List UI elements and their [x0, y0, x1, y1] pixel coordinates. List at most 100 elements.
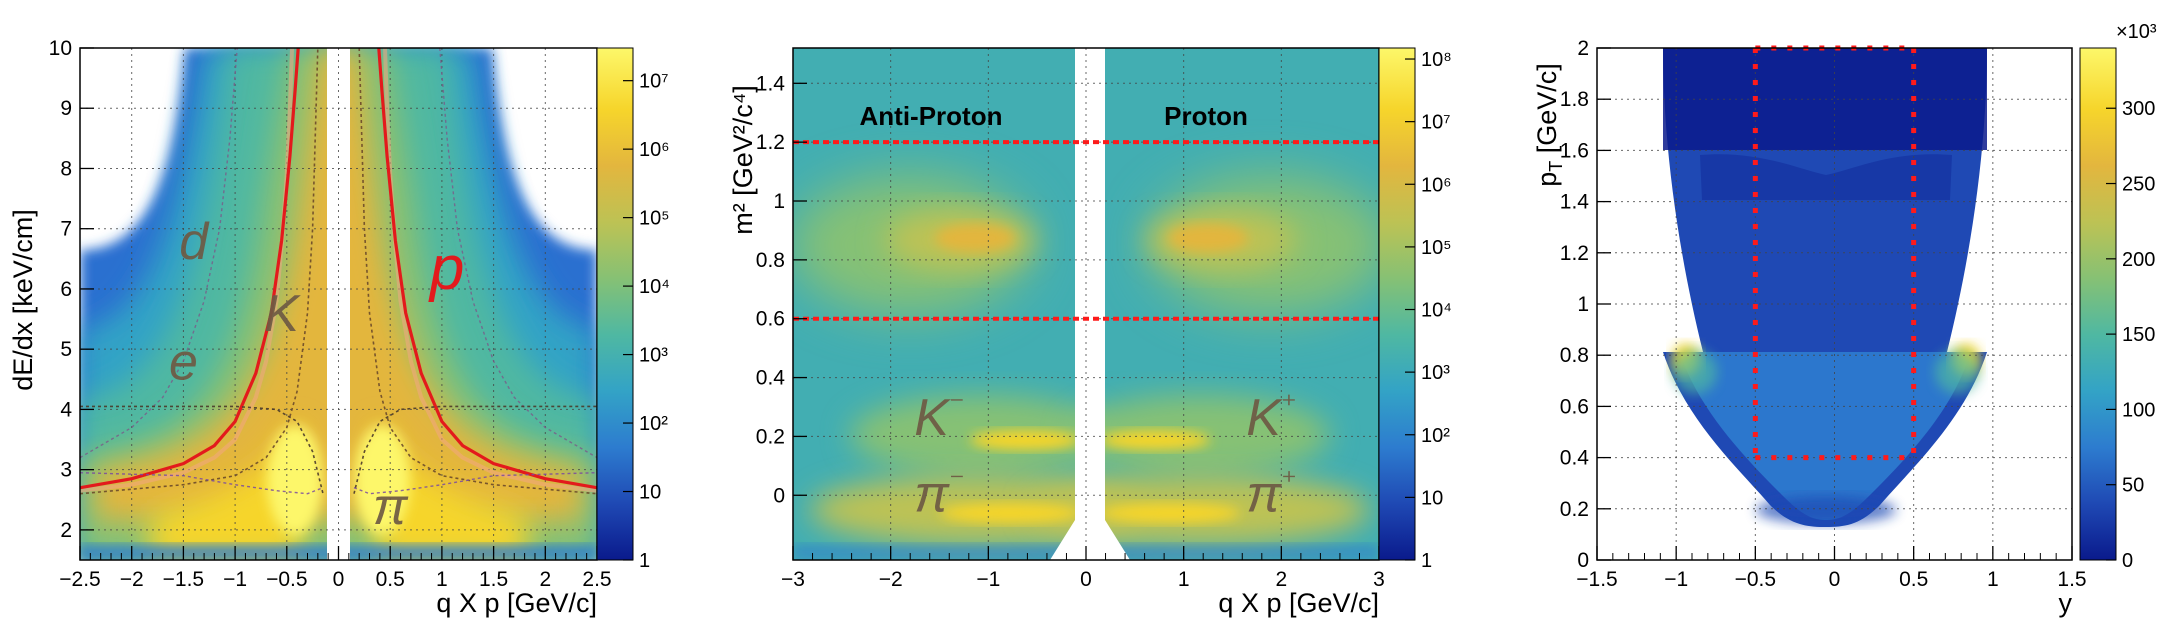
- colorbar-tick-label: 100: [2122, 399, 2155, 421]
- dedx-colorbar: 1 10 10² 10³ 10⁴ 10⁵ 10⁶ 10⁷: [596, 47, 670, 572]
- anti-proton-label: Anti-Proton: [860, 101, 1003, 131]
- colorbar-tick-label: 10⁸: [1421, 49, 1452, 71]
- dedx-colorbar-scale: [596, 47, 634, 561]
- dedx-x-ticks: −2.5 −2 −1.5 −1 −0.5 0 0.5 1 1.5 2 2.5: [59, 546, 612, 591]
- x-tick-label: 1: [436, 568, 448, 591]
- y-tick-label: 2: [1577, 37, 1589, 60]
- x-tick-label: −1: [1664, 568, 1688, 591]
- colorbar-tick-label: 0: [2122, 550, 2133, 572]
- y-tick-label: 6: [60, 278, 72, 301]
- x-tick-label: −3: [781, 568, 805, 591]
- y-tick-label: 0.4: [1560, 447, 1590, 470]
- y-tick-label: 1.6: [1560, 139, 1589, 162]
- x-tick-label: −2: [120, 568, 144, 591]
- kaon-curve: [80, 48, 319, 495]
- colorbar-tick-label: 10²: [1421, 425, 1450, 447]
- colorbar-tick-label: 10³: [639, 345, 668, 367]
- acceptance-x-ticks: −1.5 −1 −0.5 0 0.5 1 1.5: [1576, 546, 2087, 591]
- x-tick-label: 0: [333, 568, 345, 591]
- y-tick-label: 0.6: [1560, 395, 1589, 418]
- y-tick-label: 9: [60, 97, 72, 120]
- acceptance-colorbar-multiplier: ×10³: [2116, 21, 2157, 43]
- y-tick-label: 0.2: [756, 425, 785, 448]
- y-tick-label: 5: [60, 338, 72, 361]
- species-label-p: p: [428, 234, 464, 303]
- y-tick-label: 0.2: [1560, 498, 1589, 521]
- y-tick-label: 0: [1577, 549, 1589, 572]
- msq-cut-lines: [793, 140, 1379, 321]
- y-tick-label: 1: [773, 190, 785, 213]
- y-tick-label: 4: [60, 398, 72, 421]
- y-tick-label: 1.2: [1560, 242, 1589, 265]
- proton-band: [80, 48, 294, 493]
- y-tick-label: 1.4: [1560, 191, 1590, 214]
- charge-superscript: ⁻: [949, 389, 965, 422]
- msq-ylabel: m² [GeV²/c⁴]: [728, 85, 758, 235]
- dedx-y-ticks: 2 3 4 5 6 7 8 9 10: [49, 37, 94, 542]
- y-tick-label: 10: [49, 37, 72, 60]
- colorbar-tick-label: 10: [1421, 487, 1443, 509]
- x-tick-label: −0.5: [266, 568, 307, 591]
- msq-xlabel: q X p [GeV/c]: [1218, 588, 1379, 618]
- colorbar-tick-label: 10⁴: [1421, 300, 1452, 322]
- x-tick-label: 1.5: [479, 568, 508, 591]
- deuteron-curve: [80, 48, 238, 459]
- dedx-heatmap: [80, 48, 597, 560]
- charge-superscript: ⁻: [949, 465, 965, 498]
- msq-colorbar: 1 10 10² 10³ 10⁴ 10⁵ 10⁶ 10⁷ 10⁸: [1378, 47, 1452, 572]
- acceptance-xlabel: y: [2059, 588, 2073, 618]
- msq-colorbar-scale: [1378, 47, 1416, 561]
- y-tick-label: 0.8: [1560, 344, 1589, 367]
- colorbar-tick-label: 150: [2122, 324, 2155, 346]
- dedx-xlabel: q X p [GeV/c]: [436, 588, 597, 618]
- colorbar-tick-label: 10⁷: [639, 71, 668, 93]
- charge-superscript: ⁺: [1281, 465, 1297, 498]
- pion-curve: [80, 472, 324, 495]
- species-label-e: e: [169, 333, 198, 391]
- colorbar-tick-label: 10⁵: [639, 208, 670, 230]
- colorbar-tick-label: 10⁵: [1421, 237, 1452, 259]
- x-tick-label: 3: [1373, 568, 1385, 591]
- x-tick-label: −1.5: [1576, 568, 1617, 591]
- colorbar-tick-label: 10⁷: [1421, 112, 1450, 134]
- x-tick-label: −1: [976, 568, 1000, 591]
- y-tick-label: 0: [773, 484, 785, 507]
- acceptance-colorbar: 0 50 100 150 200 250 300 ×10³: [2079, 21, 2157, 572]
- y-tick-label: 0.8: [756, 249, 785, 272]
- proton-label: Proton: [1164, 101, 1248, 131]
- dedx-annotations: d e Kp π: [169, 213, 464, 536]
- y-tick-label: 7: [60, 218, 72, 241]
- x-tick-label: −1: [223, 568, 247, 591]
- charge-superscript: ⁺: [1281, 389, 1297, 422]
- acceptance-colorbar-ticks: 0 50 100 150 200 250 300: [2106, 98, 2155, 572]
- x-tick-label: 2.5: [582, 568, 611, 591]
- species-label-d: d: [179, 213, 210, 271]
- msq-y-ticks: 0 0.2 0.4 0.6 0.8 1 1.2 1.4: [756, 72, 807, 507]
- colorbar-tick-label: 250: [2122, 174, 2155, 196]
- proton-curve: [80, 48, 300, 490]
- colorbar-tick-label: 50: [2122, 475, 2144, 497]
- x-tick-label: 0.5: [1899, 568, 1928, 591]
- x-tick-label: 1.5: [2057, 568, 2086, 591]
- y-tick-label: 1.4: [756, 72, 786, 95]
- y-tick-label: 1.8: [1560, 88, 1589, 111]
- x-tick-label: −1.5: [163, 568, 204, 591]
- msq-colorbar-ticks: 1 10 10² 10³ 10⁴ 10⁵ 10⁶ 10⁷ 10⁸: [1405, 49, 1452, 572]
- x-tick-label: 0.5: [376, 568, 405, 591]
- dedx-panel: d e Kp π −2.5 −2 −1.5 −1 −0.5 0 0.5 1 1.5 2 2.5 2 3 4 5 6…: [8, 37, 670, 618]
- dedx-colorbar-ticks: 1 10 10² 10³ 10⁴ 10⁵ 10⁶ 10⁷: [623, 71, 670, 572]
- electron-curve: [353, 405, 597, 494]
- y-tick-label: 8: [60, 157, 72, 180]
- x-tick-label: 1: [1178, 568, 1190, 591]
- x-tick-label: 2: [1275, 568, 1287, 591]
- y-tick-label: 2: [60, 519, 72, 542]
- y-tick-label: 0.6: [756, 308, 785, 331]
- x-tick-label: 1: [1987, 568, 1999, 591]
- msq-panel: K⁻ K⁺π⁻ π⁺ Anti-Proton Proton −3 −2 −1 0 1 2 3 0…: [728, 47, 1452, 618]
- y-tick-label: 1.2: [756, 131, 785, 154]
- y-tick-label: 0.4: [756, 367, 786, 390]
- y-tick-label: 1: [1577, 293, 1589, 316]
- colorbar-tick-label: 300: [2122, 98, 2155, 120]
- species-label-π: π: [373, 478, 409, 536]
